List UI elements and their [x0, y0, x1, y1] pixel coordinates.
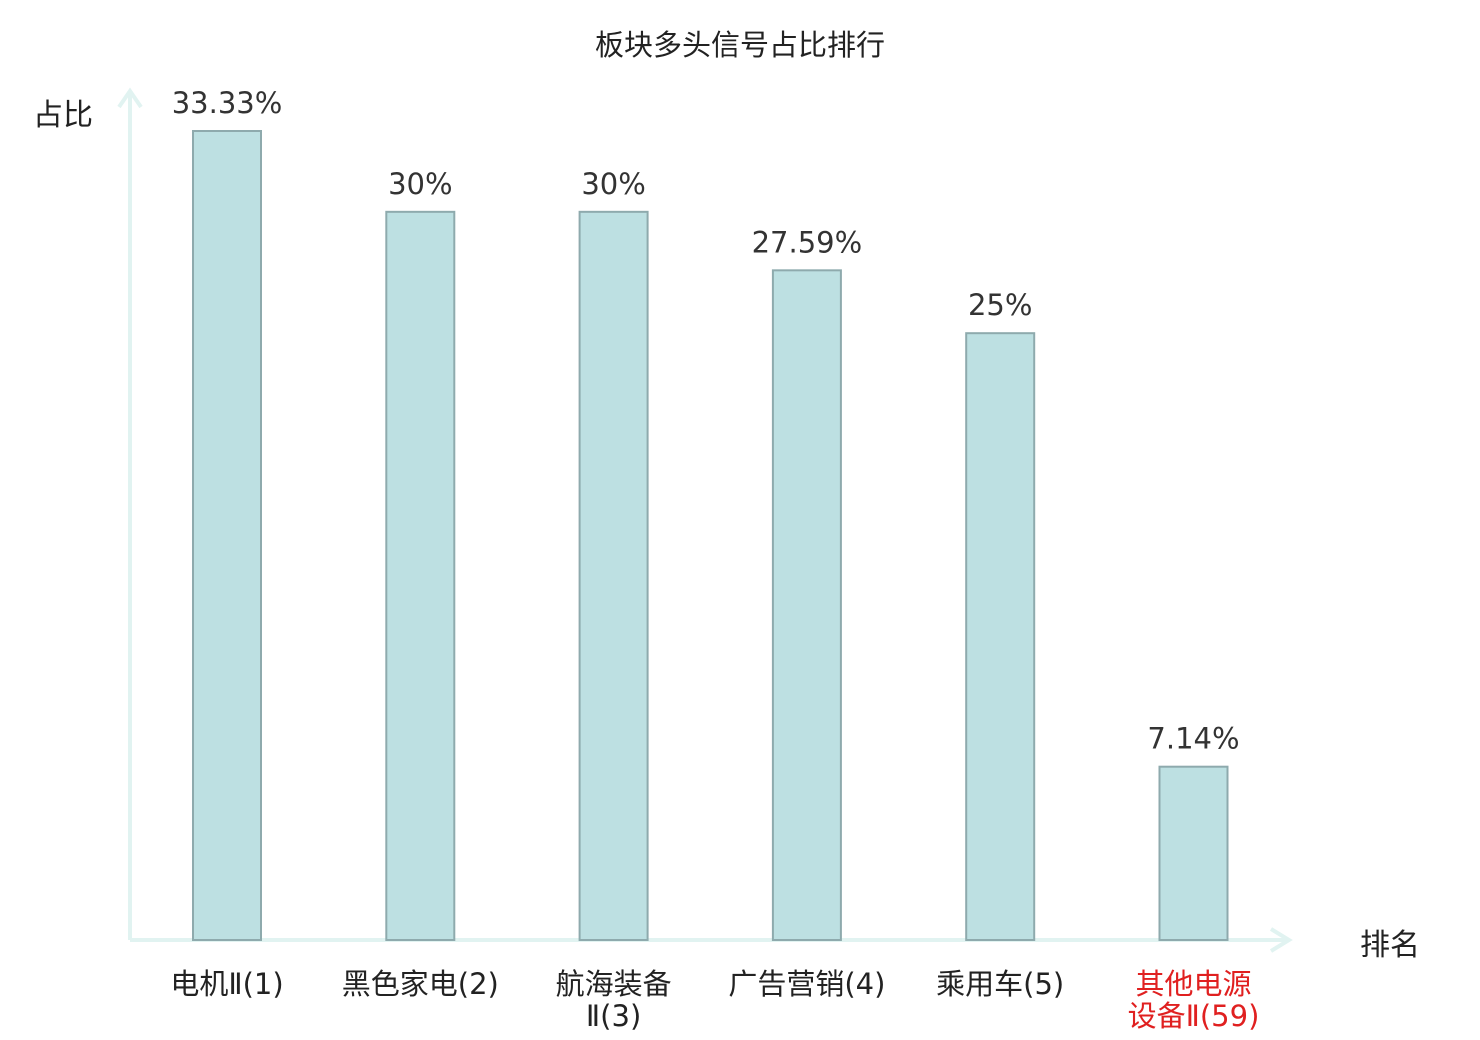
data-label: 33.33% — [172, 86, 283, 120]
bar — [192, 130, 262, 941]
y-axis-arrow — [117, 87, 143, 109]
bar — [771, 269, 842, 941]
data-label: 30% — [388, 167, 452, 201]
x-axis-arrow — [1269, 927, 1293, 953]
data-label: 27.59% — [752, 225, 863, 259]
x-tick-label: 设备Ⅱ(59) — [1128, 999, 1260, 1033]
y-axis-label: 占比 — [33, 98, 93, 133]
x-tick-label: 广告营销(4) — [728, 967, 885, 1001]
bar — [578, 210, 649, 941]
x-tick-label: 电机Ⅱ(1) — [170, 967, 283, 1001]
x-axis-label: 排名 — [1360, 928, 1420, 963]
data-label: 7.14% — [1147, 722, 1239, 756]
chart-title: 板块多头信号占比排行 — [594, 28, 885, 62]
bar — [385, 210, 456, 941]
x-tick-label: 其他电源 — [1135, 967, 1251, 1001]
bar — [965, 332, 1036, 941]
bar — [1158, 765, 1229, 942]
data-label: 30% — [581, 167, 645, 201]
x-tick-label: 乘用车(5) — [936, 967, 1064, 1001]
x-tick-label: Ⅱ(3) — [586, 999, 641, 1033]
x-tick-label: 黑色家电(2) — [342, 967, 499, 1001]
x-tick-label: 航海装备 — [556, 967, 672, 1001]
data-label: 25% — [968, 288, 1032, 322]
